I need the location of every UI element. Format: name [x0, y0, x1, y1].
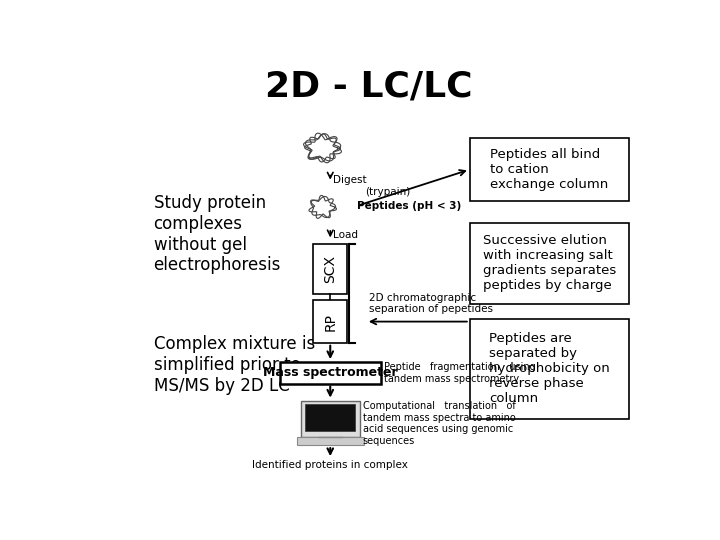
Bar — [469, 222, 629, 303]
Text: Peptides are
separated by
hydrophobicity on
reverse phase
column: Peptides are separated by hydrophobicity… — [489, 333, 610, 406]
Text: RP: RP — [323, 313, 337, 330]
Bar — [313, 244, 347, 294]
Bar — [301, 401, 360, 437]
Text: Peptide   fragmentation   using
tandem mass spectrometry: Peptide fragmentation using tandem mass … — [384, 362, 536, 383]
Bar — [469, 319, 629, 419]
Bar — [297, 437, 364, 445]
Text: Identified proteins in complex: Identified proteins in complex — [252, 460, 408, 470]
Text: SCX: SCX — [323, 255, 337, 284]
Text: Load: Load — [333, 230, 359, 240]
Text: Mass spectrometer: Mass spectrometer — [263, 366, 397, 379]
Bar — [313, 300, 347, 343]
Text: Study protein
complexes
without gel
electrophoresis: Study protein complexes without gel elec… — [153, 194, 281, 274]
Text: Computational   translation   of
tandem mass spectra to amino
acid sequences usi: Computational translation of tandem mass… — [363, 401, 516, 446]
Bar — [305, 404, 355, 430]
Text: Peptides all bind
to cation
exchange column: Peptides all bind to cation exchange col… — [490, 148, 608, 191]
Bar — [469, 138, 629, 201]
Text: 2D - LC/LC: 2D - LC/LC — [265, 69, 473, 103]
Text: (trypain): (trypain) — [365, 187, 410, 197]
Bar — [280, 362, 381, 383]
Text: Successive elution
with increasing salt
gradients separates
peptides by charge: Successive elution with increasing salt … — [482, 234, 616, 292]
Text: Digest: Digest — [333, 174, 367, 185]
Text: Complex mixture is
simplified prior to
MS/MS by 2D LC: Complex mixture is simplified prior to M… — [153, 335, 315, 395]
Text: Peptides (pH < 3): Peptides (pH < 3) — [357, 201, 462, 211]
Text: 2D chromatographic
separation of pepetides: 2D chromatographic separation of pepetid… — [369, 293, 493, 314]
